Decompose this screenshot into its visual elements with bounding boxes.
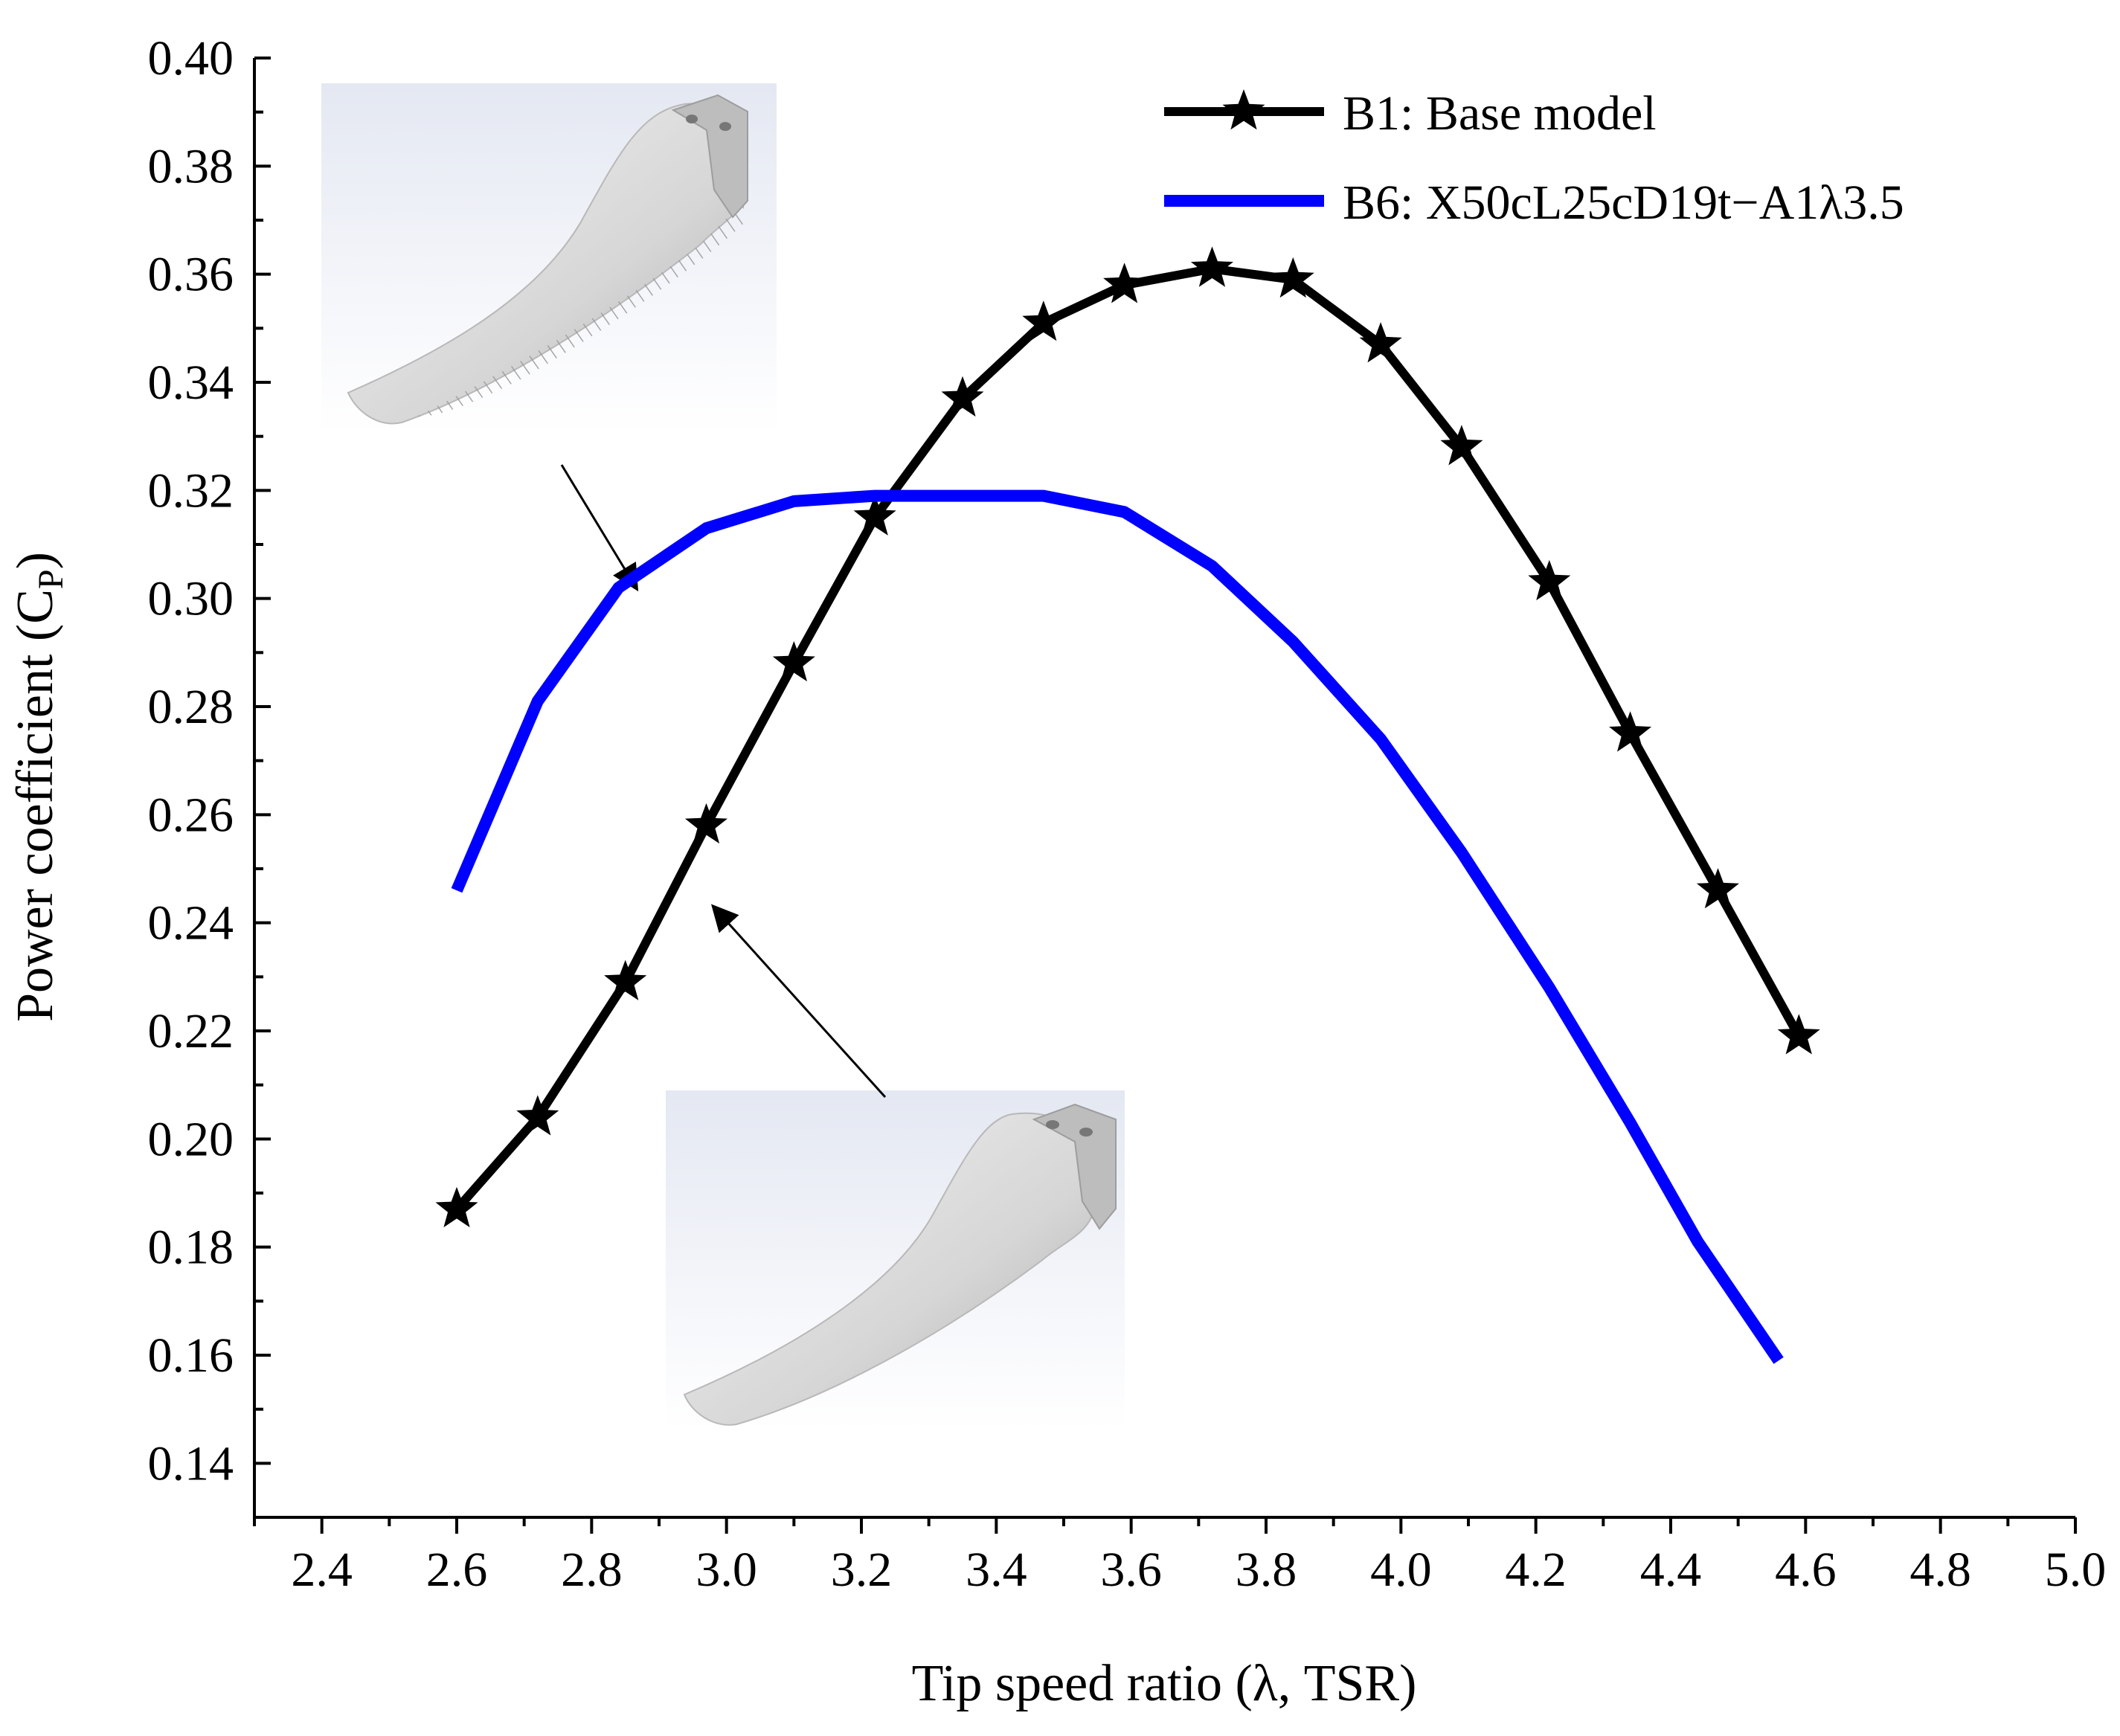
data-point-star	[941, 376, 984, 417]
data-point-star	[1271, 257, 1314, 298]
data-point-star	[1777, 1014, 1820, 1055]
data-point-star	[1190, 246, 1233, 287]
series-line-b6	[451, 489, 1784, 1364]
x-tick-label: 2.6	[426, 1543, 488, 1597]
y-tick-label: 0.40	[148, 31, 234, 86]
y-tick-label: 0.32	[148, 463, 234, 518]
data-point-star	[1359, 322, 1402, 363]
data-point-star	[516, 1095, 559, 1136]
plot-frame	[253, 58, 2075, 1519]
y-tick-label: 0.28	[148, 680, 234, 734]
x-tick-label: 4.6	[1775, 1543, 1837, 1597]
y-tick-label: 0.36	[148, 248, 234, 302]
textured-blade-image	[321, 83, 777, 433]
y-axis-title-subscript: P	[31, 569, 71, 589]
x-tick-label: 5.0	[2045, 1543, 2107, 1597]
x-tick-label: 2.4	[291, 1543, 353, 1597]
y-tick-label: 0.16	[148, 1328, 234, 1383]
annotation-arrow-textured	[560, 464, 639, 592]
data-point-star	[1022, 300, 1065, 341]
y-axis-title: Power coefficient (CP)	[7, 552, 71, 1022]
data-point-star	[1103, 263, 1146, 303]
y-tick-label: 0.24	[148, 896, 234, 951]
smooth-blade-image	[666, 1090, 1125, 1431]
data-point-star	[684, 803, 727, 844]
data-point-star	[853, 495, 896, 536]
legend-entry-b6: B6: X50cL25cD19t−A1λ3.5	[1164, 176, 1904, 230]
data-point-star	[772, 640, 815, 682]
data-point-star	[1528, 559, 1571, 601]
data-point-star	[1696, 868, 1739, 909]
data-point-star	[604, 959, 647, 1000]
x-tick-label: 3.0	[696, 1543, 757, 1597]
annotation-arrow-smooth	[710, 904, 887, 1099]
data-point-star	[1609, 711, 1652, 752]
y-tick-label: 0.22	[148, 1004, 234, 1058]
x-tick-label: 3.8	[1236, 1543, 1297, 1597]
y-tick-label: 0.14	[148, 1436, 234, 1491]
series-layer	[435, 246, 1820, 1364]
x-tick-label: 4.0	[1370, 1543, 1432, 1597]
x-axis-ticks: 2.4 2.6 2.8 3.0 3.2 3.4 3.6 3.8 4.0 4.2 4.4 4.6 4.8 5…	[253, 1517, 2107, 1597]
y-tick-label: 0.26	[148, 788, 234, 842]
y-axis-ticks: 0.14 0.16 0.18 0.20 0.22 0.24 0.26 0.28 0.30 0.32…	[148, 31, 271, 1519]
x-tick-label: 4.2	[1505, 1543, 1567, 1597]
x-tick-label: 4.8	[1909, 1543, 1971, 1597]
y-tick-label: 0.38	[148, 139, 234, 193]
y-axis-title-close: )	[7, 552, 64, 569]
legend-star-marker	[1222, 89, 1265, 130]
x-axis-title: Tip speed ratio (λ, TSR)	[912, 1655, 1417, 1712]
x-tick-label: 4.4	[1640, 1543, 1702, 1597]
data-point-star	[1440, 425, 1483, 466]
legend-label-b1: B1: Base model	[1343, 86, 1657, 141]
y-tick-label: 0.30	[148, 572, 234, 626]
x-tick-label: 2.8	[561, 1543, 623, 1597]
data-point-star	[435, 1186, 478, 1228]
legend: B1: Base model B6: X50cL25cD19t−A1λ3.5	[1164, 86, 1904, 230]
x-tick-label: 3.4	[966, 1543, 1027, 1597]
legend-entry-b1: B1: Base model	[1164, 86, 1657, 141]
y-tick-label: 0.20	[148, 1112, 234, 1166]
x-tick-label: 3.6	[1100, 1543, 1162, 1597]
legend-label-b6: B6: X50cL25cD19t−A1λ3.5	[1343, 176, 1904, 230]
y-axis-title-main: Power coefficient (C	[7, 589, 64, 1022]
y-tick-label: 0.34	[148, 356, 234, 410]
y-tick-label: 0.18	[148, 1221, 234, 1275]
x-tick-label: 3.2	[831, 1543, 893, 1597]
